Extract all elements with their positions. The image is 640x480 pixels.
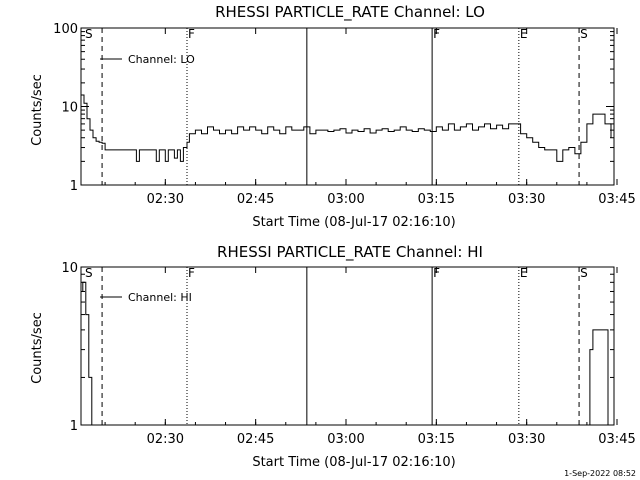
x-tick-label: 03:30: [508, 432, 545, 447]
panel-hi-series: [81, 281, 609, 426]
series-line: [583, 329, 609, 426]
y-tick-label: 10: [61, 261, 78, 276]
x-tick-label: 03:30: [508, 192, 545, 207]
event-marker-label: F: [188, 266, 195, 280]
event-marker-label: E: [520, 27, 528, 41]
legend-label: Channel: HI: [128, 291, 192, 304]
panel-lo-legend: Channel: LO: [100, 53, 195, 66]
panel-hi-ylabel: Counts/sec: [30, 312, 45, 384]
event-marker-label: S: [580, 266, 588, 280]
panel-hi: RHESSI PARTICLE_RATE Channel: HI Start T…: [30, 243, 636, 470]
x-tick-label: 03:00: [327, 432, 364, 447]
event-marker-label: F: [188, 27, 195, 41]
timestamp: 1-Sep-2022 08:52: [564, 469, 636, 478]
x-tick-label: 02:30: [147, 432, 184, 447]
x-tick-label: 03:45: [598, 432, 635, 447]
panel-lo-title: RHESSI PARTICLE_RATE Channel: LO: [215, 3, 485, 22]
x-tick-label: 03:15: [418, 432, 455, 447]
panel-lo-frame: [80, 27, 615, 186]
panel-hi-markers: SFFES: [85, 266, 615, 425]
x-tick-label: 02:45: [237, 432, 274, 447]
panel-hi-frame: [80, 266, 615, 426]
event-marker-label: S: [580, 27, 588, 41]
y-tick-label: 1: [70, 179, 78, 194]
x-tick-label: 03:00: [327, 192, 364, 207]
panel-lo-ticks: 02:30 02:45 03:00 03:15 03:30 03:45 1 10 100: [53, 22, 636, 207]
x-tick-label: 03:15: [418, 192, 455, 207]
event-marker-label: E: [520, 266, 528, 280]
y-tick-label: 100: [53, 22, 78, 37]
x-tick-label: 02:45: [237, 192, 274, 207]
event-marker-label: S: [85, 27, 93, 41]
y-tick-label: 10: [61, 101, 78, 116]
panel-lo-ylabel: Counts/sec: [30, 74, 45, 146]
series-line: [81, 281, 93, 425]
panel-lo-markers: SFFES: [85, 27, 615, 185]
panel-lo: RHESSI PARTICLE_RATE Channel: LO Start T…: [30, 3, 636, 230]
y-tick-label: 1: [70, 419, 78, 434]
legend-label: Channel: LO: [128, 53, 195, 66]
x-tick-label: 02:30: [147, 192, 184, 207]
panel-hi-title: RHESSI PARTICLE_RATE Channel: HI: [217, 243, 483, 262]
panel-hi-legend: Channel: HI: [100, 291, 192, 304]
series-line: [81, 94, 612, 162]
event-marker-label: S: [85, 266, 93, 280]
panel-lo-xlabel: Start Time (08-Jul-17 02:16:10): [252, 215, 455, 230]
x-tick-label: 03:45: [598, 192, 635, 207]
panel-hi-xlabel: Start Time (08-Jul-17 02:16:10): [252, 455, 455, 470]
panel-lo-series: [81, 94, 612, 162]
panel-hi-ticks: 02:30 02:45 03:00 03:15 03:30 03:45 1 10: [61, 261, 635, 447]
